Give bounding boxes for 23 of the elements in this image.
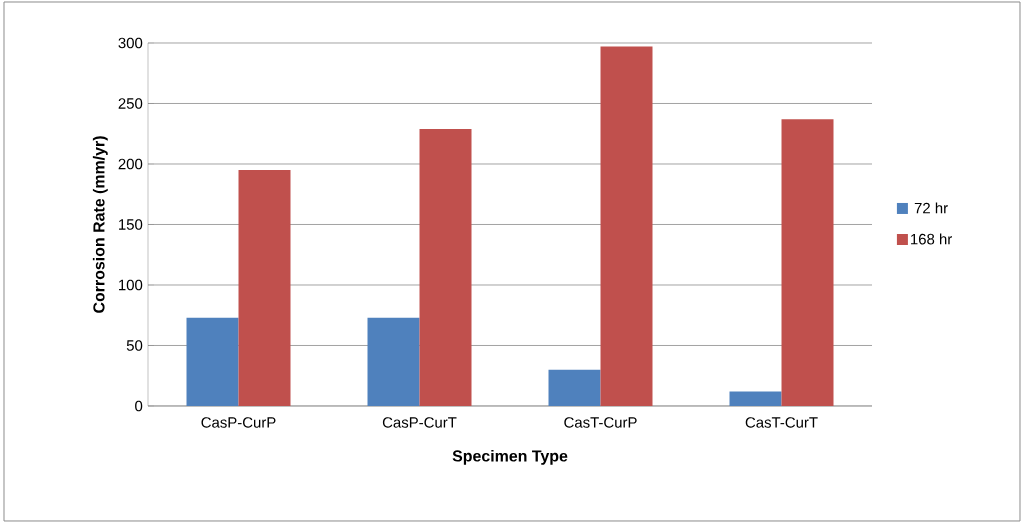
x-tick-label: CasT-CurT (745, 417, 818, 428)
bar (367, 317, 420, 406)
bar (186, 317, 239, 406)
bar (600, 46, 653, 406)
y-tick-label: 300 (118, 37, 143, 49)
bar (781, 119, 834, 406)
y-tick-label: 250 (118, 98, 143, 109)
bar (548, 369, 601, 406)
x-tick-label: CasP-CurP (201, 417, 276, 428)
y-tick-label: 0 (135, 400, 143, 412)
bar (238, 170, 291, 406)
legend-label: 72 hr (914, 202, 948, 214)
x-axis-title: Specimen Type (452, 449, 568, 465)
y-axis-title: Corrosion Rate (mm/yr) (92, 136, 108, 313)
y-tick-label: 100 (119, 279, 143, 291)
y-tick-label: 150 (119, 219, 143, 230)
x-tick-label: CasP-CurT (382, 417, 457, 428)
y-tick-label: 50 (126, 340, 143, 351)
legend-label: 168 hr (911, 233, 952, 245)
y-tick-label: 200 (118, 158, 143, 170)
bar (729, 391, 782, 406)
bar (419, 128, 472, 406)
x-tick-label: CasT-CurP (564, 417, 637, 428)
